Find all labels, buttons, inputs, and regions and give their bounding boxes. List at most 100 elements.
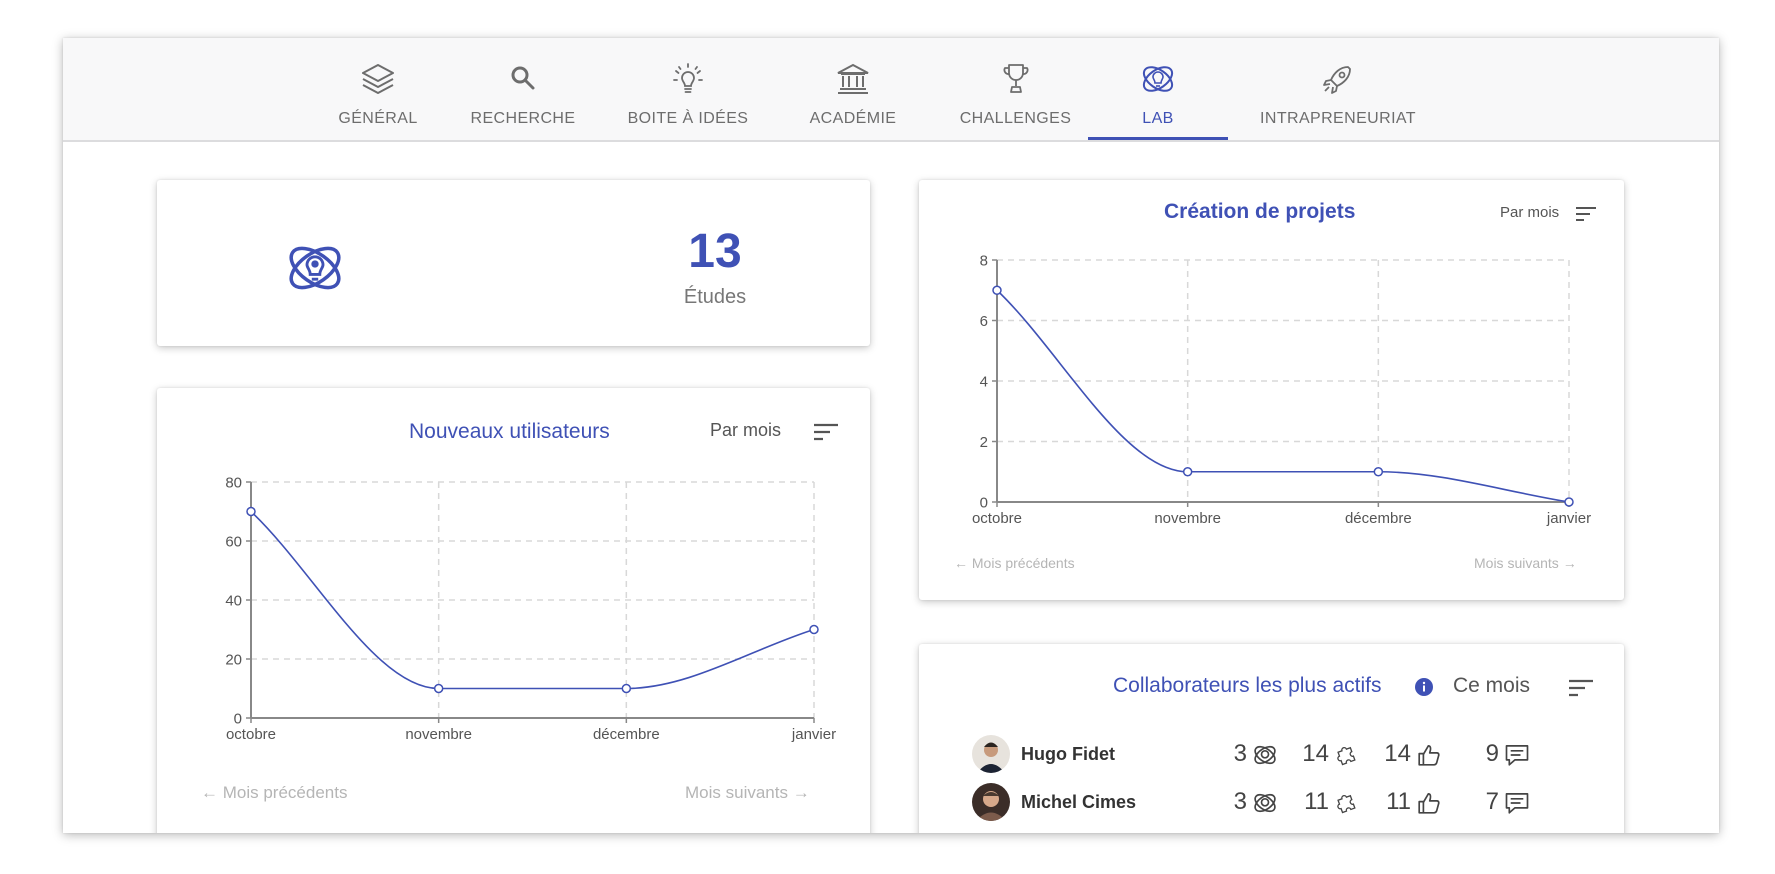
previous-months-label: Mois précédents [222, 783, 348, 802]
tab-label: GÉNÉRAL [338, 110, 418, 127]
arrow-left-icon: ← [954, 555, 972, 571]
studies-label: Études [683, 286, 747, 308]
comment-count: 9 [1485, 740, 1499, 767]
projects-chart: 0 2 4 6 8 octobre novembre décembre janvier [972, 252, 1591, 527]
avatar [972, 735, 1010, 773]
tab-label: LAB [1142, 110, 1174, 127]
app-window: GÉNÉRAL RECHERCHE BOITE À IDÉES [63, 38, 1719, 833]
data-point [1182, 467, 1193, 477]
tab-recherche[interactable]: RECHERCHE [448, 38, 598, 140]
collaborator-name: Hugo Fidet [1021, 744, 1115, 764]
previous-months-link[interactable]: ← Mois précédents [201, 783, 347, 803]
sort-icon[interactable] [1568, 678, 1594, 703]
tab-lab[interactable]: LAB [1088, 38, 1228, 140]
layers-icon [358, 59, 398, 99]
tab-general[interactable]: GÉNÉRAL [303, 38, 453, 140]
rocket-icon [1318, 59, 1358, 99]
data-point [1564, 497, 1574, 507]
chart-title: Nouveaux utilisateurs [409, 420, 610, 443]
puzzle-icon [1337, 794, 1356, 814]
tab-label: RECHERCHE [470, 110, 576, 127]
data-point [992, 285, 1002, 295]
search-icon [503, 59, 543, 99]
lab-count: 3 [1233, 788, 1247, 815]
x-tick-label: janvier [1546, 510, 1591, 527]
top-navigation: GÉNÉRAL RECHERCHE BOITE À IDÉES [63, 38, 1719, 142]
series-line [996, 289, 1570, 503]
y-tick-label: 0 [234, 710, 242, 727]
idea-count: 14 [1302, 740, 1329, 767]
chart-title: Collaborateurs les plus actifs [1113, 674, 1382, 697]
period-selector[interactable]: Par mois [710, 420, 782, 440]
lab-atom-icon [1254, 793, 1276, 813]
previous-months-link[interactable]: ← Mois précédents [954, 555, 1075, 571]
academy-icon [833, 59, 873, 99]
idea-count: 11 [1304, 788, 1329, 815]
y-tick-label: 6 [980, 313, 988, 330]
data-point [246, 506, 256, 517]
chart-title: Création de projets [1164, 200, 1356, 223]
thumbs-up-icon [1418, 745, 1440, 766]
new-users-chart: 0 20 40 60 80 octobre novembre décembre janvier [225, 474, 836, 743]
studies-count: 13 [688, 225, 742, 278]
y-tick-label: 4 [980, 373, 988, 390]
x-tick-label: octobre [972, 510, 1022, 527]
x-tick-label: janvier [791, 726, 836, 743]
period-selector[interactable]: Par mois [1500, 204, 1560, 221]
next-months-label: Mois suivants [1474, 555, 1559, 571]
lab-atom-icon [1254, 745, 1276, 765]
y-tick-label: 80 [225, 474, 242, 491]
x-tick-label: décembre [593, 726, 660, 743]
lab-atom-icon [1138, 59, 1178, 99]
info-icon[interactable] [1415, 678, 1433, 701]
collaborator-row[interactable]: Hugo Fidet 3 14 14 9 [919, 735, 1624, 779]
projects-card: Création de projets Par mois 0 2 4 6 8 octobr… [919, 180, 1624, 600]
x-tick-label: octobre [226, 726, 276, 743]
y-tick-label: 0 [980, 494, 988, 511]
data-point [1373, 467, 1384, 477]
series-line [250, 510, 815, 690]
y-tick-label: 60 [225, 533, 242, 550]
y-tick-label: 8 [980, 252, 988, 269]
x-tick-label: novembre [1154, 510, 1221, 527]
tab-label: BOITE À IDÉES [627, 110, 749, 127]
tab-label: CHALLENGES [959, 110, 1072, 127]
comment-icon [1505, 793, 1529, 814]
comment-icon [1505, 745, 1529, 766]
avatar [972, 783, 1010, 821]
studies-stat-card: 13 Études [157, 180, 870, 346]
tab-academie[interactable]: ACADÉMIE [778, 38, 928, 140]
y-tick-label: 20 [225, 651, 242, 668]
comment-count: 7 [1485, 788, 1499, 815]
tab-intrapreneuriat[interactable]: INTRAPRENEURIAT [1238, 38, 1438, 140]
tab-label: ACADÉMIE [809, 110, 897, 127]
period-selector[interactable]: Ce mois [1453, 674, 1531, 697]
y-tick-label: 2 [980, 434, 988, 451]
tab-challenges[interactable]: CHALLENGES [928, 38, 1103, 140]
next-months-link[interactable]: Mois suivants → [685, 783, 810, 803]
lab-atom-icon [283, 236, 347, 300]
tab-label: INTRAPRENEURIAT [1260, 110, 1416, 127]
lightbulb-icon [668, 59, 708, 99]
active-collaborators-card: Collaborateurs les plus actifs Ce mois H… [919, 644, 1624, 833]
sort-icon[interactable] [1575, 205, 1597, 228]
next-months-link[interactable]: Mois suivants → [1474, 555, 1577, 571]
collaborator-row[interactable]: Michel Cimes 3 11 11 7 [919, 783, 1624, 827]
data-point [621, 683, 632, 694]
like-count: 14 [1384, 740, 1411, 767]
previous-months-label: Mois précédents [971, 555, 1075, 571]
tab-boite-a-idees[interactable]: BOITE À IDÉES [603, 38, 773, 140]
lab-count: 3 [1233, 740, 1247, 767]
collaborator-name: Michel Cimes [1021, 792, 1137, 812]
arrow-right-icon: → [787, 783, 810, 802]
data-point [433, 683, 444, 694]
next-months-label: Mois suivants [685, 783, 788, 802]
trophy-icon [996, 59, 1036, 99]
arrow-right-icon: → [1558, 555, 1577, 571]
sort-icon[interactable] [813, 422, 839, 447]
like-count: 11 [1386, 788, 1411, 815]
arrow-left-icon: ← [201, 783, 223, 802]
thumbs-up-icon [1418, 793, 1440, 814]
x-tick-label: décembre [1345, 510, 1412, 527]
new-users-card: Nouveaux utilisateurs Par mois 0 20 40 60 80… [157, 388, 870, 833]
